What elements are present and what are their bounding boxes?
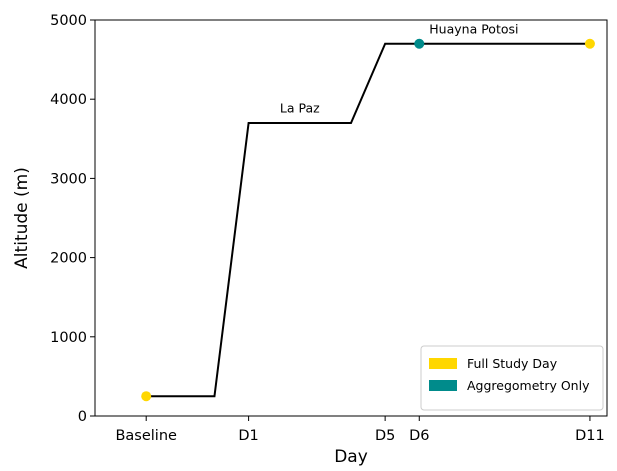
data-point — [584, 38, 595, 49]
x-tick-label: Baseline — [115, 428, 177, 444]
points-layer — [141, 38, 595, 402]
legend-label: Full Study Day — [467, 356, 558, 371]
data-point — [414, 38, 425, 49]
x-axis-ticks: Baseline D1 D5 D6 D11 — [115, 416, 605, 444]
data-point — [141, 391, 152, 402]
annotation-label: Huayna Potosi — [429, 21, 518, 36]
y-tick-label: 3000 — [50, 171, 87, 187]
legend-box — [420, 345, 604, 411]
y-tick-label: 0 — [78, 409, 87, 425]
annotation-label: La Paz — [280, 101, 320, 116]
y-axis-ticks: 0 1000 2000 3000 4000 5000 — [50, 13, 95, 425]
y-tick-label: 2000 — [50, 251, 87, 267]
legend-swatch — [429, 380, 457, 391]
y-tick-label: 4000 — [50, 92, 87, 108]
legend-label: Aggregometry Only — [467, 378, 590, 393]
legend-swatch — [429, 358, 457, 369]
y-axis-title: Altitude (m) — [12, 167, 32, 269]
legend: Full Study Day Aggregometry Only — [420, 345, 604, 411]
y-tick-label: 5000 — [50, 13, 87, 29]
y-tick-label: 1000 — [50, 330, 87, 346]
x-axis-title: Day — [334, 447, 368, 467]
x-tick-label: D6 — [409, 428, 429, 444]
x-tick-label: D5 — [375, 428, 395, 444]
altitude-line — [146, 42, 590, 398]
x-tick-label: D11 — [575, 428, 605, 444]
series-layer — [146, 42, 590, 398]
x-tick-label: D1 — [238, 428, 258, 444]
plot-frame — [94, 19, 608, 417]
annotations-layer: La Paz Huayna Potosi — [280, 21, 519, 115]
